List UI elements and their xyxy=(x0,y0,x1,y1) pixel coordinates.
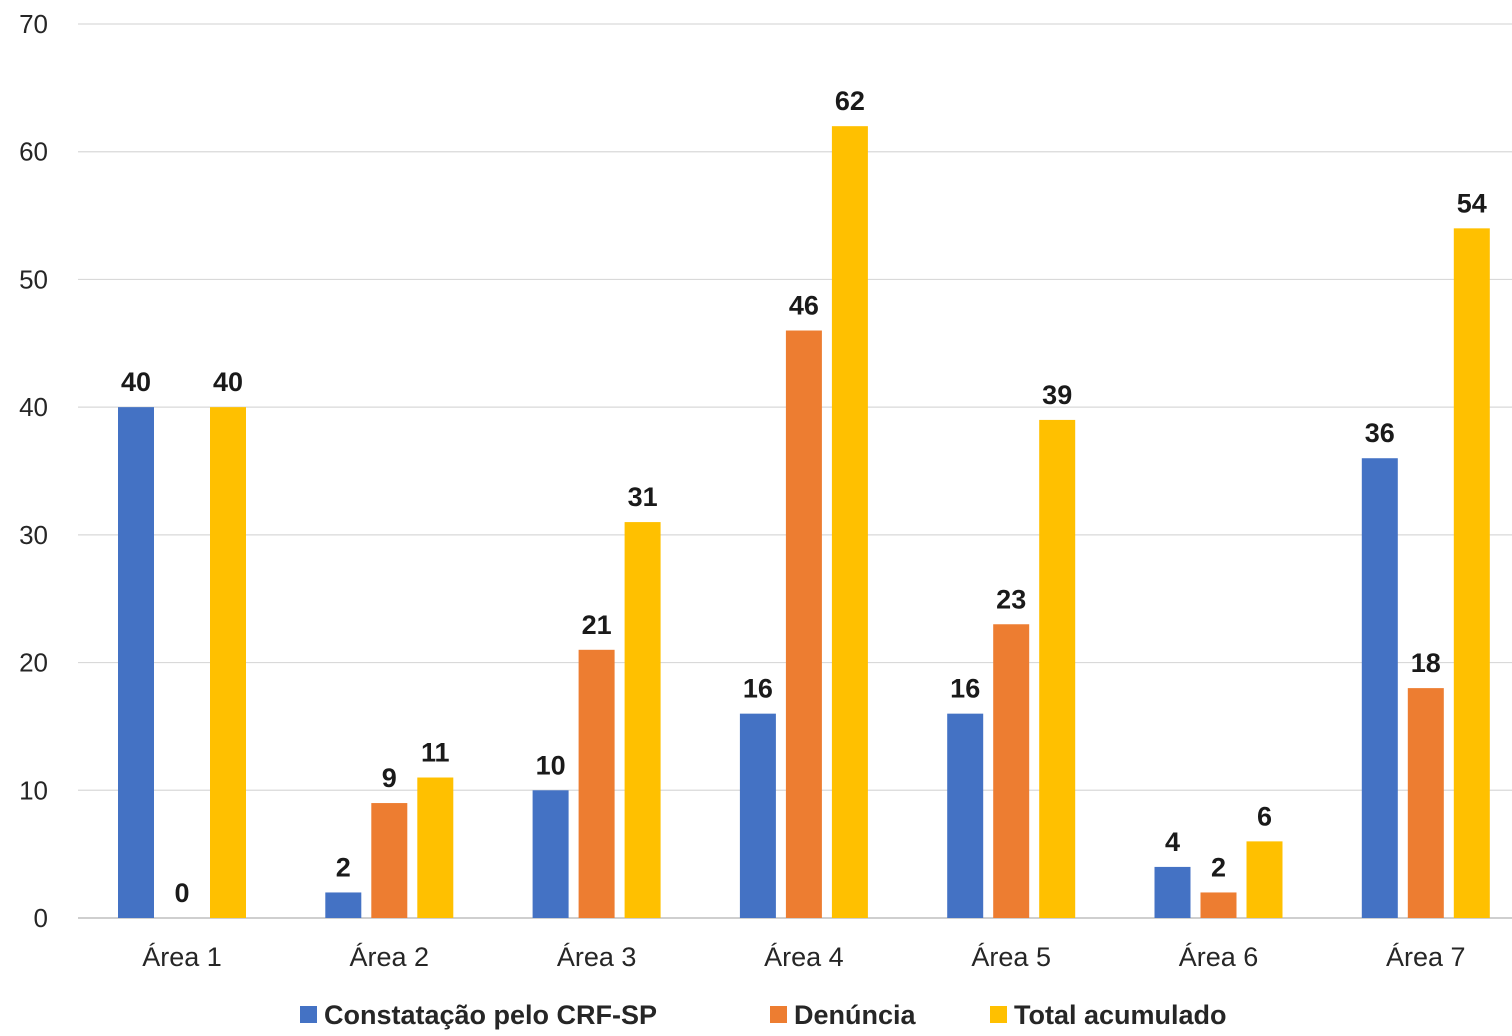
bar xyxy=(1039,419,1076,918)
data-label: 36 xyxy=(1365,418,1395,448)
data-label: 40 xyxy=(121,367,151,397)
legend: Constatação pelo CRF-SP Denúncia Total acu… xyxy=(300,1000,1227,1030)
bar xyxy=(532,790,569,918)
x-tick-label: Área 7 xyxy=(1386,942,1466,972)
legend-label: Denúncia xyxy=(794,1000,917,1030)
bar xyxy=(993,624,1030,918)
data-label: 16 xyxy=(743,674,773,704)
legend-item: Total acumulado xyxy=(990,1000,1227,1030)
y-tick-label: 70 xyxy=(19,9,48,39)
data-label: 62 xyxy=(835,86,865,116)
data-label: 9 xyxy=(382,763,397,793)
x-axis-categories: Área 1 Área 2 Área 3 Área 4 Área 5 Área 6 Área… xyxy=(142,942,1465,972)
y-tick-label: 10 xyxy=(19,775,48,805)
bar xyxy=(118,407,154,918)
data-label: 54 xyxy=(1457,188,1487,218)
bar xyxy=(1154,866,1191,918)
data-label: 46 xyxy=(789,291,819,321)
bar xyxy=(371,803,408,918)
bar xyxy=(785,330,822,918)
y-tick-label: 30 xyxy=(19,520,48,550)
y-tick-label: 50 xyxy=(19,264,48,294)
data-label: 31 xyxy=(628,482,658,512)
legend-label: Constatação pelo CRF-SP xyxy=(324,1000,657,1030)
x-tick-label: Área 4 xyxy=(764,942,844,972)
x-tick-label: Área 5 xyxy=(971,942,1051,972)
bar xyxy=(325,892,362,918)
legend-label: Total acumulado xyxy=(1014,1000,1227,1030)
data-labels: 40 0 40 2 9 11 10 21 31 16 46 62 16 23 39 4 2 6 36 18 54 xyxy=(121,86,1487,908)
bar xyxy=(578,649,615,918)
bar xyxy=(947,713,984,918)
x-tick-label: Área 2 xyxy=(350,942,430,972)
data-label: 21 xyxy=(582,610,612,640)
bar xyxy=(739,713,776,918)
bar xyxy=(1407,688,1444,918)
bar xyxy=(210,407,246,918)
bars xyxy=(118,126,1490,919)
data-label: 4 xyxy=(1165,827,1180,857)
y-tick-label: 40 xyxy=(19,392,48,422)
data-label: 0 xyxy=(174,878,189,908)
legend-swatch xyxy=(300,1006,317,1023)
data-label: 40 xyxy=(213,367,243,397)
data-label: 10 xyxy=(536,750,566,780)
data-label: 11 xyxy=(421,738,450,768)
bar xyxy=(1246,841,1283,918)
bar xyxy=(1361,458,1398,918)
bar xyxy=(624,522,661,918)
data-label: 39 xyxy=(1042,380,1072,410)
data-label: 2 xyxy=(1211,852,1226,882)
x-tick-label: Área 3 xyxy=(557,942,637,972)
x-tick-label: Área 1 xyxy=(142,942,222,972)
bar xyxy=(1453,228,1490,919)
bar xyxy=(417,777,454,918)
y-tick-label: 60 xyxy=(19,137,48,167)
data-label: 2 xyxy=(336,852,351,882)
bar xyxy=(831,126,868,918)
data-label: 18 xyxy=(1411,648,1441,678)
y-axis-ticks: 0 10 20 30 40 50 60 70 xyxy=(19,9,48,933)
data-label: 6 xyxy=(1257,801,1272,831)
y-tick-label: 20 xyxy=(19,648,48,678)
legend-swatch xyxy=(770,1006,787,1023)
data-label: 23 xyxy=(996,584,1026,614)
legend-swatch xyxy=(990,1006,1007,1023)
y-tick-label: 0 xyxy=(34,903,48,933)
legend-item: Denúncia xyxy=(770,1000,917,1030)
legend-item: Constatação pelo CRF-SP xyxy=(300,1000,657,1030)
bar xyxy=(1200,892,1237,918)
data-label: 16 xyxy=(950,674,980,704)
x-tick-label: Área 6 xyxy=(1179,942,1259,972)
